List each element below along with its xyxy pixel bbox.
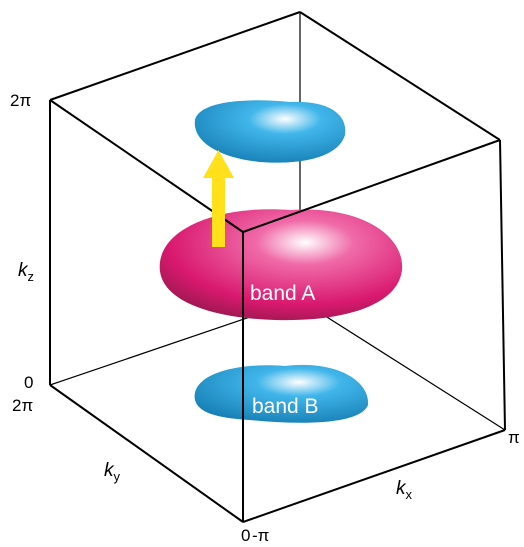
kz-top: 2π bbox=[10, 91, 31, 110]
ky-label: ky bbox=[104, 460, 121, 484]
kx-subscript: x bbox=[406, 487, 413, 502]
kz-subscript: z bbox=[28, 269, 35, 284]
kx-right: π bbox=[508, 428, 520, 447]
kz-bottom: 0 bbox=[24, 373, 33, 392]
ky-top: 2π bbox=[12, 396, 33, 415]
ky-bottom: 0 bbox=[241, 526, 250, 545]
kx-label: kx bbox=[396, 478, 413, 502]
band-b-label: band B bbox=[252, 395, 319, 418]
kz-label: kz bbox=[18, 260, 34, 284]
ky-subscript: y bbox=[114, 469, 121, 484]
kx-left: -π bbox=[252, 526, 269, 545]
band-diagram: band A band B 2π kz 0 2π ky 0 -π kx π bbox=[0, 0, 524, 547]
band-a-label: band A bbox=[250, 282, 315, 305]
